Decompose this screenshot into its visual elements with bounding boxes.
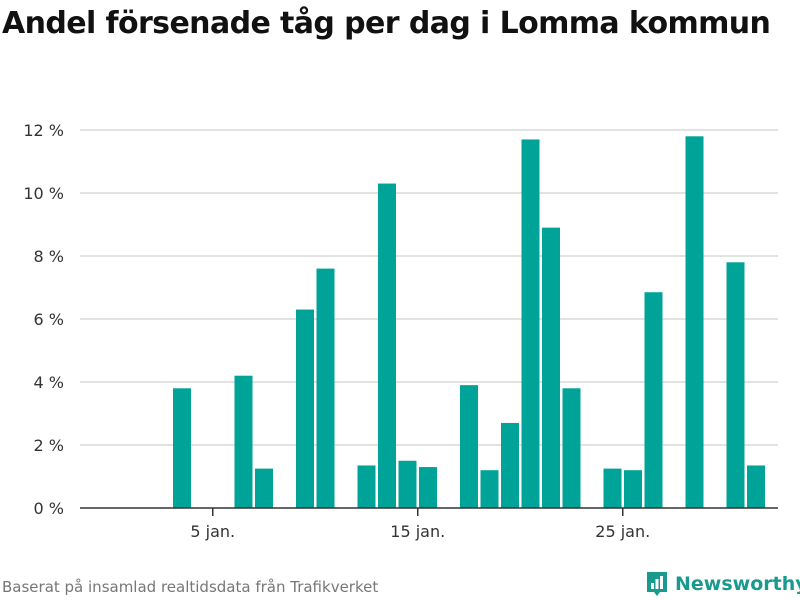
x-tick-label: 25 jan.	[595, 522, 650, 541]
y-tick-label: 6 %	[34, 310, 64, 329]
bar-chart-icon	[647, 572, 667, 596]
bar	[378, 183, 396, 509]
bar	[624, 470, 642, 508]
chart-title: Andel försenade tåg per dag i Lomma komm…	[2, 6, 771, 41]
bar	[685, 136, 704, 509]
bar	[255, 468, 273, 508]
bar	[480, 470, 499, 508]
bar	[726, 262, 745, 508]
y-tick-label: 0 %	[34, 499, 64, 518]
y-tick-label: 12 %	[23, 121, 64, 140]
bar	[398, 460, 417, 508]
y-tick-label: 8 %	[34, 247, 64, 266]
y-tick-label: 10 %	[23, 184, 64, 203]
source-note: Baserat på insamlad realtidsdata från Tr…	[2, 578, 379, 596]
y-tick-label: 2 %	[34, 436, 64, 455]
bar	[603, 468, 622, 508]
bars	[173, 136, 765, 509]
bar	[419, 467, 437, 508]
bar	[562, 388, 581, 508]
bar	[296, 309, 314, 508]
y-tick-label: 4 %	[34, 373, 64, 392]
bar	[460, 385, 478, 508]
bar	[542, 227, 560, 508]
bar	[747, 465, 765, 508]
bar	[357, 465, 376, 508]
newsworthy-logo[interactable]: Newsworthy	[645, 570, 800, 598]
x-tick-label: 5 jan.	[190, 522, 235, 541]
bar	[521, 139, 540, 508]
bar	[644, 292, 663, 508]
bar	[173, 388, 191, 508]
brand-name: Newsworthy	[675, 573, 800, 595]
gridlines	[80, 129, 778, 446]
bar	[501, 422, 519, 508]
bar	[316, 268, 335, 508]
x-axis-ticks: 5 jan. 15 jan. 25 jan.	[190, 508, 650, 541]
x-tick-label: 15 jan.	[390, 522, 445, 541]
y-axis-tick-labels: 0 % 2 % 4 % 6 % 8 % 10 % 12 %	[23, 121, 64, 518]
bar	[234, 375, 253, 508]
